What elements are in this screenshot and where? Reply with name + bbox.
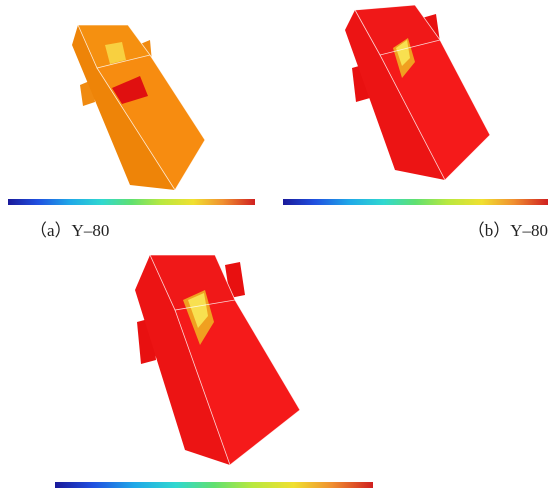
panel-a: （a）Y–80 — [8, 25, 255, 240]
colorbar — [283, 199, 548, 205]
caption: （b）Y–80 — [468, 221, 548, 240]
panel-c — [55, 255, 373, 488]
colorbar — [8, 199, 255, 205]
panel-b: （b）Y–80 — [283, 5, 548, 240]
figure: （a）Y–80 （b）Y–80 — [0, 0, 552, 493]
colorbar — [55, 482, 373, 488]
caption: （a）Y–80 — [30, 221, 109, 240]
